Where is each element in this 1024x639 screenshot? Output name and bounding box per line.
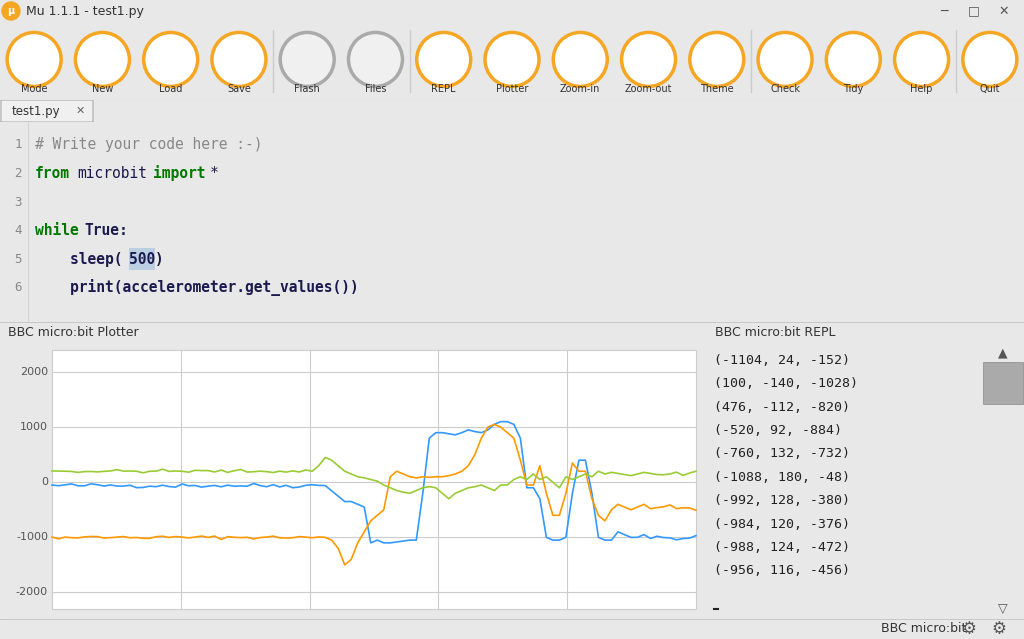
Text: New: New <box>92 84 113 94</box>
Text: Plotter: Plotter <box>496 84 528 94</box>
Text: ✕: ✕ <box>998 4 1010 17</box>
Circle shape <box>485 33 539 86</box>
Text: Load: Load <box>159 84 182 94</box>
Text: test1.py: test1.py <box>12 105 60 118</box>
Text: □: □ <box>968 4 980 17</box>
Text: 6: 6 <box>14 281 22 294</box>
Text: Quit: Quit <box>980 84 1000 94</box>
Text: (-760, 132, -732): (-760, 132, -732) <box>714 447 850 461</box>
Text: (-1104, 24, -152): (-1104, 24, -152) <box>714 354 850 367</box>
Text: 2: 2 <box>14 167 22 180</box>
Text: print(accelerometer.get_values()): print(accelerometer.get_values()) <box>35 279 358 296</box>
Text: (-956, 116, -456): (-956, 116, -456) <box>714 564 850 577</box>
Circle shape <box>348 33 402 86</box>
Text: 500: 500 <box>129 252 156 266</box>
Text: 3: 3 <box>14 196 22 208</box>
Text: Save: Save <box>227 84 251 94</box>
Text: 4: 4 <box>14 224 22 237</box>
Text: Check: Check <box>770 84 800 94</box>
Circle shape <box>963 33 1017 86</box>
Circle shape <box>622 33 676 86</box>
Text: (-988, 124, -472): (-988, 124, -472) <box>714 541 850 554</box>
Text: 1000: 1000 <box>20 422 48 432</box>
Circle shape <box>826 33 881 86</box>
Text: BBC micro:bit: BBC micro:bit <box>881 622 966 636</box>
Circle shape <box>690 33 743 86</box>
Circle shape <box>281 33 334 86</box>
Text: Mode: Mode <box>20 84 47 94</box>
Text: BBC micro:bit REPL: BBC micro:bit REPL <box>715 325 836 339</box>
Text: BBC micro:bit Plotter: BBC micro:bit Plotter <box>8 325 138 339</box>
Text: ⚙: ⚙ <box>991 620 1006 638</box>
Text: while: while <box>35 223 79 238</box>
Text: 2000: 2000 <box>19 367 48 377</box>
Text: import: import <box>153 166 206 181</box>
Circle shape <box>417 33 471 86</box>
Text: Theme: Theme <box>700 84 733 94</box>
Text: from: from <box>35 166 70 181</box>
Text: Mu 1.1.1 - test1.py: Mu 1.1.1 - test1.py <box>26 4 144 17</box>
Text: True:: True: <box>84 223 128 238</box>
Text: Help: Help <box>910 84 933 94</box>
Text: Files: Files <box>365 84 386 94</box>
Circle shape <box>143 33 198 86</box>
Circle shape <box>758 33 812 86</box>
Circle shape <box>76 33 129 86</box>
Text: (-520, 92, -884): (-520, 92, -884) <box>714 424 842 437</box>
Text: ▲: ▲ <box>998 346 1008 359</box>
Text: ▽: ▽ <box>998 602 1008 615</box>
Text: Zoom-out: Zoom-out <box>625 84 673 94</box>
FancyBboxPatch shape <box>1 100 93 122</box>
Text: Zoom-in: Zoom-in <box>560 84 600 94</box>
Text: Tidy: Tidy <box>843 84 863 94</box>
Text: REPL: REPL <box>431 84 456 94</box>
Text: sleep(: sleep( <box>35 252 123 266</box>
Text: Flash: Flash <box>294 84 321 94</box>
Text: *: * <box>210 166 219 181</box>
FancyBboxPatch shape <box>52 350 696 609</box>
Text: # Write your code here :-): # Write your code here :-) <box>35 137 262 152</box>
Text: microbit: microbit <box>77 166 147 181</box>
Circle shape <box>895 33 948 86</box>
FancyBboxPatch shape <box>129 249 155 270</box>
Text: ): ) <box>155 252 164 266</box>
Text: ✕: ✕ <box>76 106 85 116</box>
Text: (476, -112, -820): (476, -112, -820) <box>714 401 850 413</box>
Text: 0: 0 <box>41 477 48 488</box>
Circle shape <box>2 2 20 20</box>
Circle shape <box>212 33 266 86</box>
Text: (-992, 128, -380): (-992, 128, -380) <box>714 494 850 507</box>
Text: (-1088, 180, -48): (-1088, 180, -48) <box>714 471 850 484</box>
Text: (100, -140, -1028): (100, -140, -1028) <box>714 378 858 390</box>
Circle shape <box>7 33 61 86</box>
Text: 1: 1 <box>14 139 22 151</box>
Text: -2000: -2000 <box>16 587 48 597</box>
Text: μ: μ <box>7 6 14 16</box>
Text: -1000: -1000 <box>16 532 48 543</box>
Text: ─: ─ <box>940 4 948 17</box>
Text: 5: 5 <box>14 252 22 266</box>
Text: ⚙: ⚙ <box>962 620 976 638</box>
FancyBboxPatch shape <box>983 362 1023 404</box>
Circle shape <box>553 33 607 86</box>
Text: (-984, 120, -376): (-984, 120, -376) <box>714 518 850 530</box>
